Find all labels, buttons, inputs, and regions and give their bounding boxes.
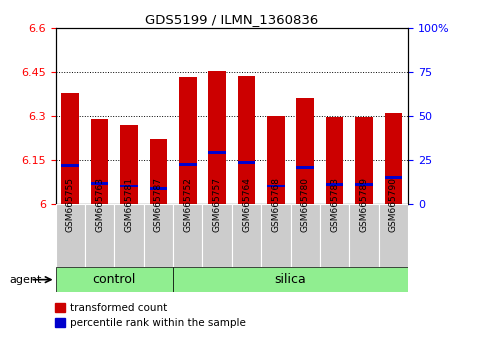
Text: GSM665752: GSM665752: [183, 177, 192, 232]
FancyBboxPatch shape: [379, 204, 408, 267]
Text: GSM665768: GSM665768: [271, 177, 281, 232]
Bar: [208, 151, 226, 154]
Text: GSM665787: GSM665787: [154, 177, 163, 232]
Text: agent: agent: [10, 275, 42, 285]
Bar: [355, 183, 373, 186]
Bar: [384, 113, 402, 204]
Text: silica: silica: [275, 273, 307, 286]
FancyBboxPatch shape: [173, 204, 202, 267]
FancyBboxPatch shape: [114, 204, 144, 267]
Title: GDS5199 / ILMN_1360836: GDS5199 / ILMN_1360836: [145, 13, 318, 26]
Bar: [179, 76, 197, 204]
FancyBboxPatch shape: [291, 204, 320, 267]
FancyBboxPatch shape: [261, 204, 291, 267]
FancyBboxPatch shape: [56, 204, 85, 267]
FancyBboxPatch shape: [320, 204, 349, 267]
FancyBboxPatch shape: [85, 204, 114, 267]
Text: GSM665783: GSM665783: [330, 177, 339, 232]
Bar: [326, 118, 343, 204]
FancyBboxPatch shape: [56, 267, 173, 292]
Text: GSM665757: GSM665757: [213, 177, 222, 232]
Bar: [61, 92, 79, 204]
Bar: [150, 139, 167, 204]
Bar: [297, 98, 314, 204]
Bar: [384, 176, 402, 179]
Bar: [267, 184, 285, 188]
Bar: [326, 183, 343, 186]
Text: GSM665780: GSM665780: [301, 177, 310, 232]
Bar: [179, 163, 197, 166]
Bar: [91, 182, 109, 184]
FancyBboxPatch shape: [173, 267, 408, 292]
Bar: [208, 71, 226, 204]
Bar: [297, 166, 314, 169]
Bar: [120, 184, 138, 188]
Bar: [61, 164, 79, 167]
Text: GSM665763: GSM665763: [95, 177, 104, 232]
Legend: transformed count, percentile rank within the sample: transformed count, percentile rank withi…: [51, 299, 250, 332]
Bar: [150, 188, 167, 190]
FancyBboxPatch shape: [349, 204, 379, 267]
Text: GSM665764: GSM665764: [242, 177, 251, 232]
Bar: [238, 161, 256, 164]
Bar: [267, 116, 285, 204]
Bar: [91, 119, 109, 204]
Text: GSM665781: GSM665781: [125, 177, 133, 232]
Text: GSM665789: GSM665789: [359, 177, 369, 232]
Bar: [120, 125, 138, 204]
Text: GSM665755: GSM665755: [66, 177, 75, 232]
Bar: [238, 76, 256, 204]
FancyBboxPatch shape: [232, 204, 261, 267]
FancyBboxPatch shape: [202, 204, 232, 267]
Text: control: control: [93, 273, 136, 286]
Bar: [355, 118, 373, 204]
FancyBboxPatch shape: [144, 204, 173, 267]
Text: GSM665790: GSM665790: [389, 177, 398, 232]
